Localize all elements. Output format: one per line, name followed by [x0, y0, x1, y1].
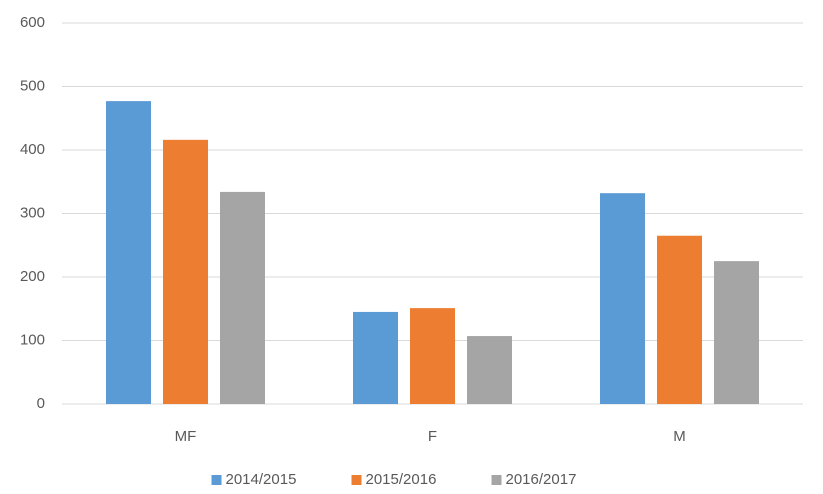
y-tick-label: 200 [20, 268, 45, 285]
bar [657, 235, 702, 404]
bar [467, 336, 512, 404]
bar [714, 261, 759, 404]
y-tick-label: 600 [20, 14, 45, 31]
y-tick-label: 100 [20, 331, 45, 348]
bar [600, 193, 645, 404]
y-tick-label: 300 [20, 204, 45, 221]
bar [106, 101, 151, 404]
legend-label: 2014/2015 [226, 471, 297, 488]
x-tick-label: M [673, 428, 686, 445]
legend-swatch [351, 475, 362, 485]
y-tick-label: 500 [20, 77, 45, 94]
legend-swatch [491, 475, 502, 485]
bar [353, 311, 398, 404]
bar [410, 308, 455, 404]
legend-swatch [211, 475, 222, 485]
x-tick-label: F [428, 428, 437, 445]
y-tick-label: 400 [20, 141, 45, 158]
legend-label: 2016/2017 [506, 471, 577, 488]
bar [163, 139, 208, 404]
y-tick-label: 0 [37, 395, 45, 412]
x-tick-label: MF [175, 428, 197, 445]
legend-label: 2015/2016 [366, 471, 437, 488]
bar [220, 191, 265, 404]
